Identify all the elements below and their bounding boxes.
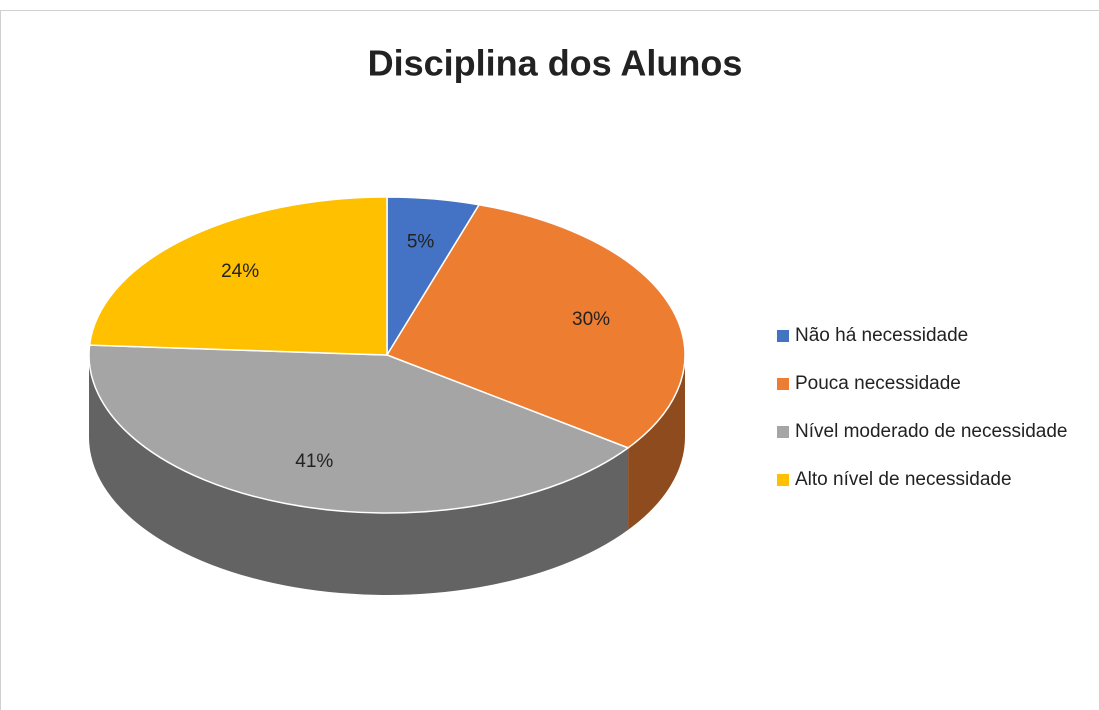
- legend-swatch: [777, 378, 789, 390]
- legend-label: Alto nível de necessidade: [795, 469, 1012, 490]
- data-label: 41%: [295, 451, 333, 472]
- slice: [385, 203, 686, 449]
- legend-swatch: [777, 426, 789, 438]
- legend-label: Nível moderado de necessidade: [795, 421, 1068, 442]
- legend-label: Pouca necessidade: [795, 373, 961, 394]
- slice-side: [89, 355, 629, 595]
- legend-swatch: [777, 330, 789, 342]
- slice: [88, 344, 630, 514]
- data-label: 24%: [221, 261, 259, 282]
- data-label: 5%: [407, 232, 435, 253]
- legend-swatch: [777, 474, 789, 486]
- slice: [88, 196, 388, 356]
- slice-side: [628, 355, 685, 530]
- data-label: 30%: [572, 309, 610, 330]
- legend-label: Não há necessidade: [795, 325, 968, 346]
- chart-title: Disciplina dos Alunos: [368, 43, 743, 84]
- chart-border: [0, 10, 1099, 710]
